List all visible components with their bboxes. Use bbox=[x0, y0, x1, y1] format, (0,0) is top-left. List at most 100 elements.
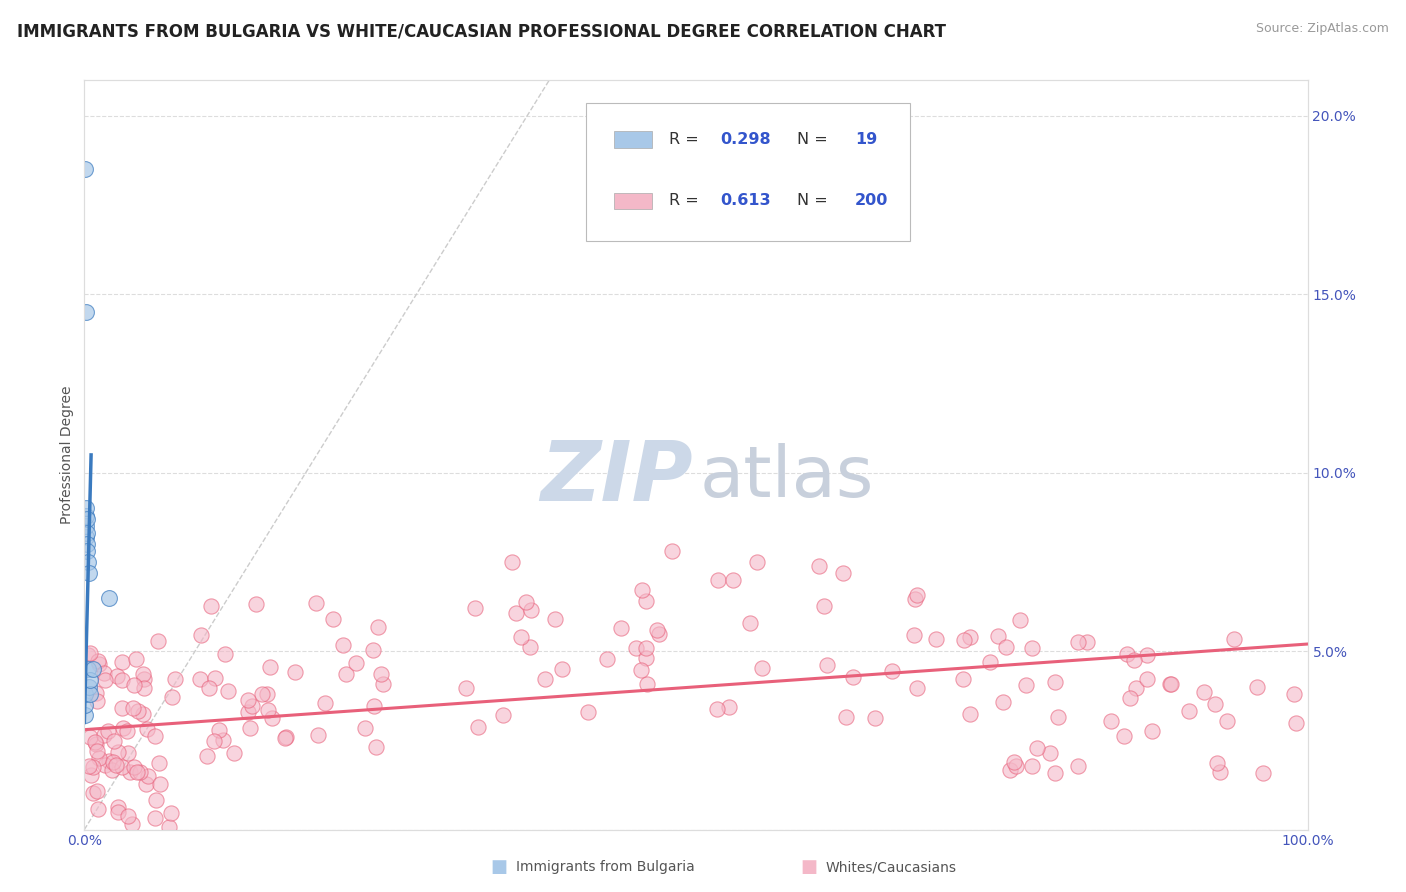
Point bbox=[322, 612, 344, 626]
Point bbox=[87, 802, 110, 816]
Point bbox=[79, 768, 101, 782]
Point bbox=[519, 640, 541, 654]
Point bbox=[76, 526, 98, 541]
Point bbox=[1159, 677, 1181, 691]
Point bbox=[75, 305, 97, 319]
Point bbox=[77, 648, 100, 662]
Point bbox=[79, 673, 101, 687]
Point bbox=[1253, 766, 1275, 780]
Point bbox=[132, 672, 155, 686]
Point bbox=[217, 684, 239, 698]
Point bbox=[136, 769, 159, 783]
Point bbox=[117, 809, 139, 823]
Point bbox=[1192, 685, 1215, 699]
Point bbox=[505, 606, 527, 620]
Point bbox=[76, 544, 98, 558]
Point bbox=[307, 728, 329, 742]
Point bbox=[76, 537, 98, 551]
Point bbox=[991, 695, 1014, 709]
Point bbox=[1282, 687, 1305, 701]
Point bbox=[751, 661, 773, 675]
Point bbox=[464, 600, 486, 615]
Point bbox=[515, 595, 537, 609]
Point bbox=[634, 651, 657, 665]
Point bbox=[1076, 635, 1098, 649]
Point bbox=[904, 591, 927, 606]
Point bbox=[1010, 613, 1032, 627]
Point bbox=[1246, 680, 1268, 694]
Point bbox=[520, 603, 543, 617]
Text: 200: 200 bbox=[855, 194, 889, 209]
Point bbox=[198, 681, 221, 695]
Point bbox=[648, 627, 671, 641]
Point bbox=[145, 793, 167, 807]
FancyBboxPatch shape bbox=[586, 103, 910, 242]
Point bbox=[706, 573, 728, 587]
Point bbox=[344, 656, 367, 670]
Point bbox=[97, 724, 120, 739]
Point bbox=[76, 512, 98, 526]
Point bbox=[190, 628, 212, 642]
Point bbox=[738, 615, 761, 630]
Point bbox=[1140, 723, 1163, 738]
Point bbox=[259, 660, 281, 674]
Point bbox=[79, 646, 101, 660]
Point bbox=[835, 710, 858, 724]
Point bbox=[630, 663, 652, 677]
Point bbox=[1119, 691, 1142, 706]
Point bbox=[127, 704, 149, 718]
Point bbox=[107, 745, 129, 759]
Point bbox=[952, 672, 974, 686]
Point bbox=[103, 734, 125, 748]
Point bbox=[86, 744, 108, 758]
Point bbox=[86, 654, 108, 668]
Point bbox=[75, 530, 97, 544]
Point bbox=[998, 763, 1021, 777]
Point bbox=[75, 501, 97, 516]
Point bbox=[101, 755, 124, 769]
Point bbox=[1047, 709, 1070, 723]
Point bbox=[208, 723, 231, 737]
Point bbox=[808, 558, 831, 573]
Point bbox=[129, 764, 152, 779]
FancyBboxPatch shape bbox=[614, 131, 652, 147]
Point bbox=[82, 662, 104, 676]
Point bbox=[111, 721, 134, 735]
Point bbox=[245, 597, 267, 611]
Text: ■: ■ bbox=[491, 858, 508, 876]
Point bbox=[1206, 756, 1229, 770]
Point bbox=[1099, 714, 1122, 728]
Point bbox=[1026, 741, 1049, 756]
Point bbox=[925, 632, 948, 646]
Point bbox=[370, 666, 392, 681]
Point bbox=[1043, 765, 1066, 780]
Point bbox=[1039, 746, 1062, 760]
Point bbox=[105, 669, 128, 683]
Text: atlas: atlas bbox=[700, 443, 875, 512]
Point bbox=[953, 632, 976, 647]
Text: N =: N = bbox=[797, 194, 834, 209]
Text: IMMIGRANTS FROM BULGARIA VS WHITE/CAUCASIAN PROFESSIONAL DEGREE CORRELATION CHAR: IMMIGRANTS FROM BULGARIA VS WHITE/CAUCAS… bbox=[17, 22, 946, 40]
Text: ■: ■ bbox=[800, 858, 817, 876]
Point bbox=[367, 620, 389, 634]
Point bbox=[636, 641, 658, 656]
Point bbox=[1222, 632, 1244, 646]
Point bbox=[274, 731, 297, 746]
Point bbox=[1178, 704, 1201, 718]
Point bbox=[332, 638, 354, 652]
Point bbox=[551, 662, 574, 676]
Point bbox=[111, 673, 134, 687]
Point bbox=[115, 724, 138, 739]
Point bbox=[1136, 672, 1159, 686]
Point bbox=[82, 760, 104, 774]
Point bbox=[107, 800, 129, 814]
Point bbox=[544, 612, 567, 626]
Text: N =: N = bbox=[797, 132, 834, 147]
Point bbox=[1015, 678, 1038, 692]
Point bbox=[454, 681, 477, 695]
Point bbox=[77, 662, 100, 676]
Point bbox=[467, 720, 489, 734]
Point bbox=[1209, 765, 1232, 780]
Point bbox=[136, 722, 159, 736]
Point bbox=[250, 687, 273, 701]
